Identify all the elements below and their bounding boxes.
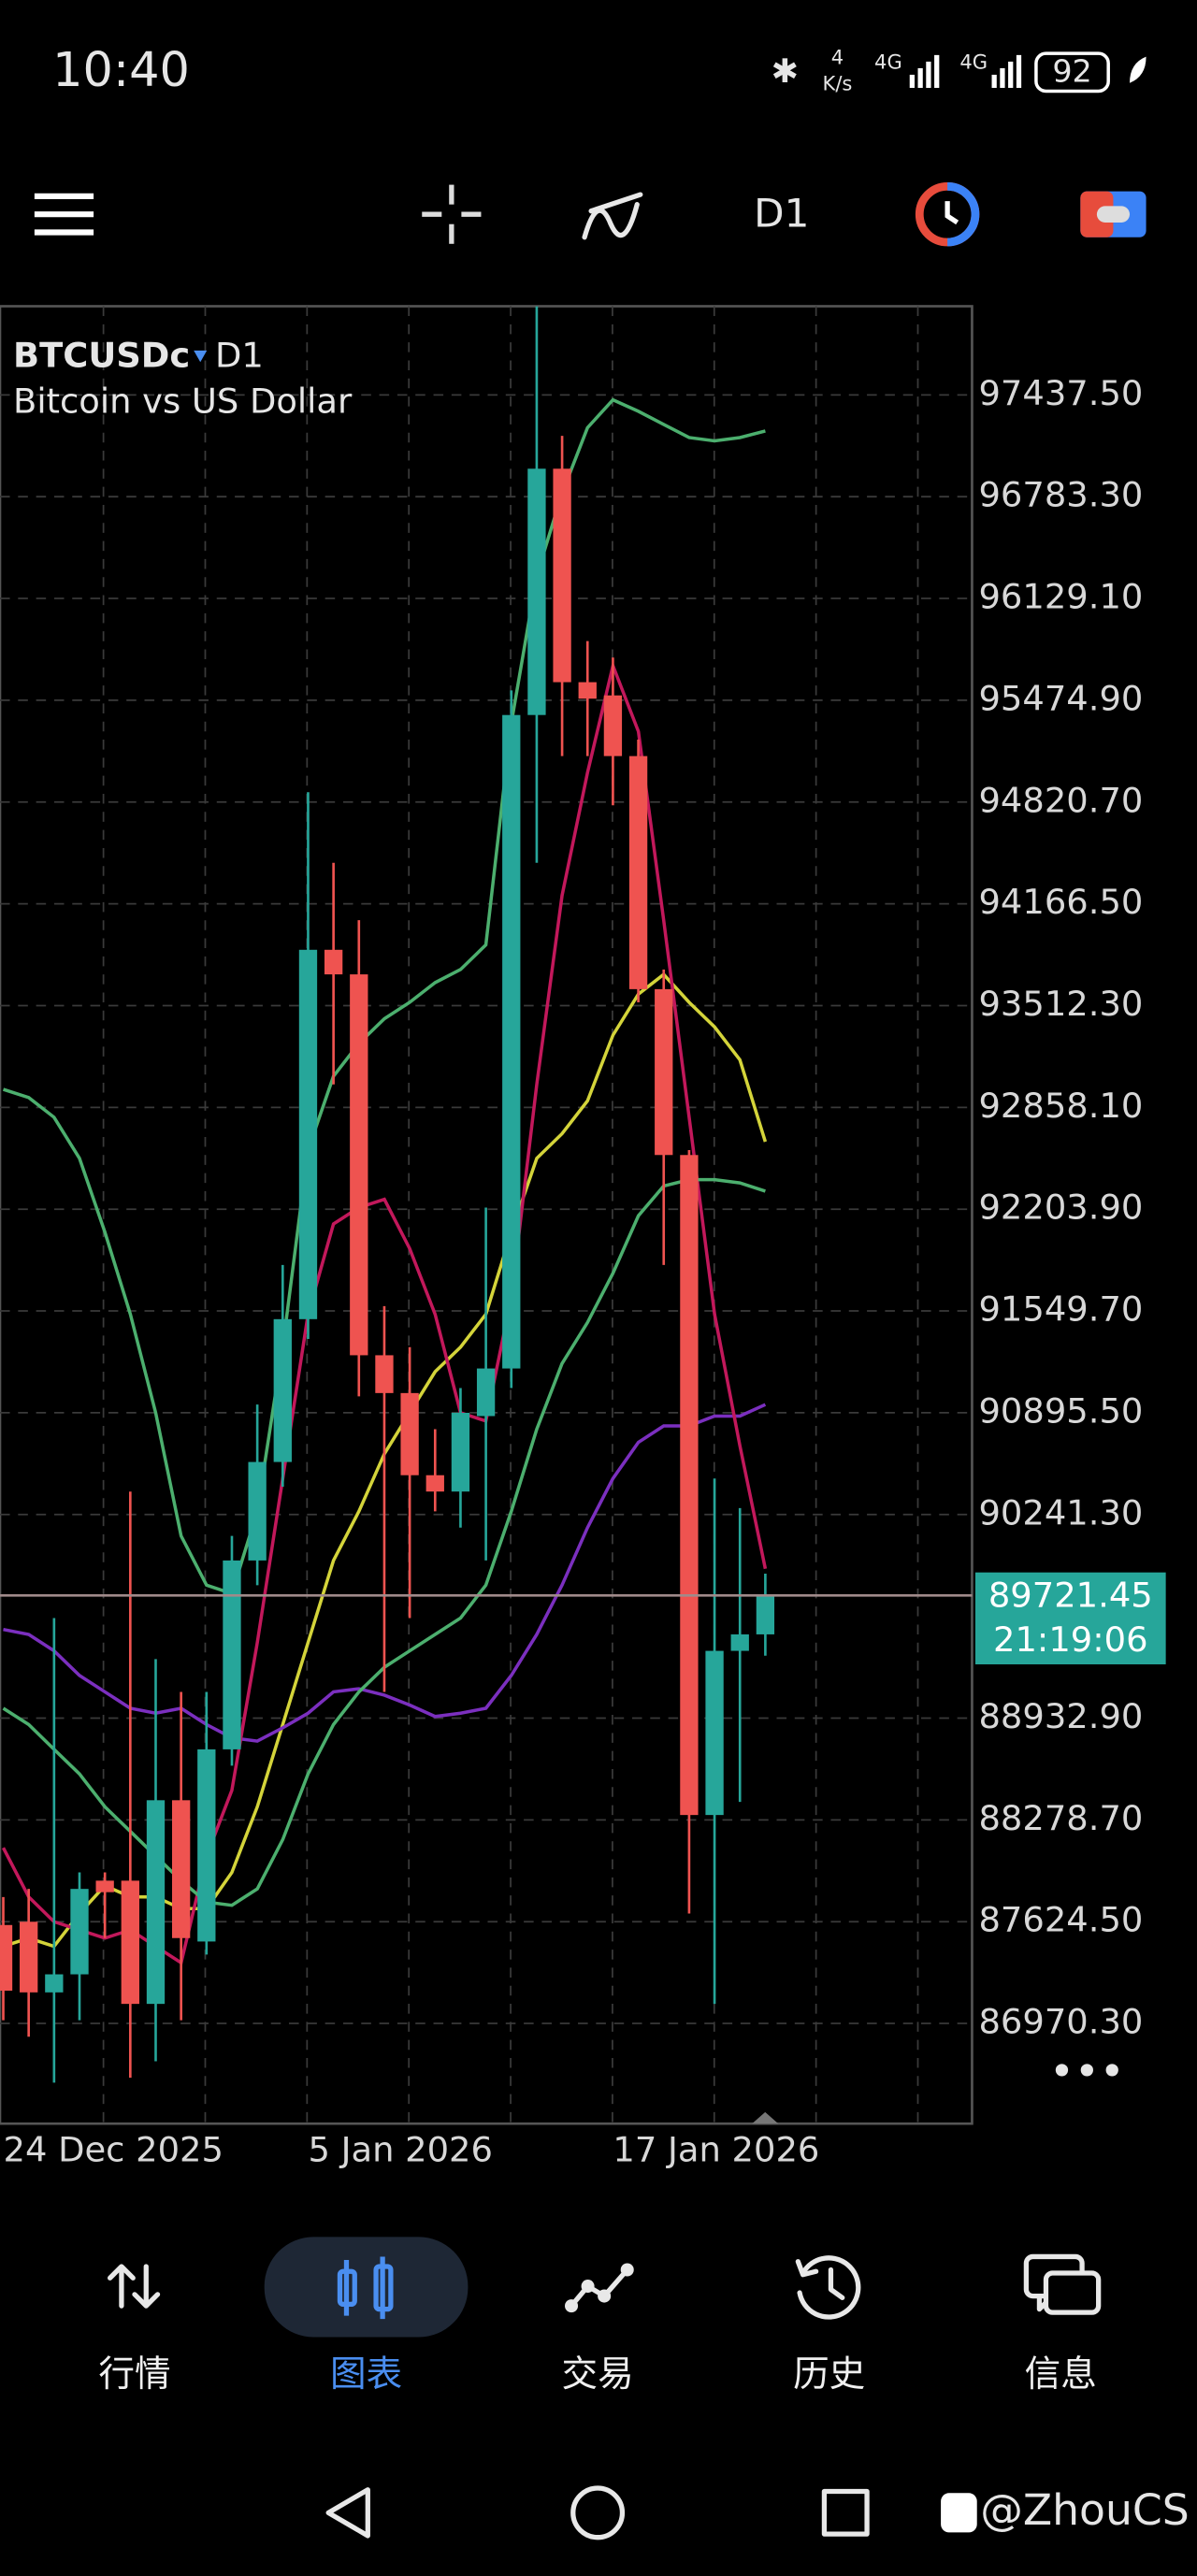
candle-body <box>730 1633 749 1651</box>
more-button[interactable]: ••• <box>1049 2047 1125 2096</box>
candle-body <box>146 1800 166 2005</box>
nav-history-icon[interactable] <box>795 2255 861 2320</box>
nav-label[interactable]: 交易 <box>562 2353 634 2396</box>
chart <box>0 305 973 2125</box>
candle-body <box>425 1475 444 1492</box>
network: 4G <box>874 50 902 74</box>
battery-icon <box>1034 51 1110 94</box>
y-tick-label: 90241.30 <box>978 1492 1143 1533</box>
watermark-logo <box>941 2493 977 2533</box>
candle-body <box>70 1889 89 1975</box>
y-tick-label: 90895.50 <box>978 1390 1143 1431</box>
candle-body <box>45 1974 64 1993</box>
y-tick-label: 86970.30 <box>978 2002 1143 2042</box>
candle-body <box>603 695 623 756</box>
indicators-button[interactable] <box>582 192 643 240</box>
recents-button[interactable] <box>821 2488 870 2537</box>
crosshair-button[interactable] <box>422 184 482 244</box>
nav-messages-icon[interactable] <box>1023 2253 1102 2315</box>
nav-quotes-icon[interactable] <box>108 2264 161 2309</box>
leaf-icon <box>1130 56 1147 83</box>
y-tick-label: 92203.90 <box>978 1187 1143 1228</box>
symbol[interactable]: BTCUSDc <box>13 335 190 375</box>
candle-body <box>553 468 571 683</box>
candle-body <box>451 1412 470 1492</box>
trade-button[interactable] <box>1080 191 1147 237</box>
status-time: 10:40 <box>52 43 190 98</box>
y-tick-label: 95474.90 <box>978 678 1143 718</box>
symbol-dropdown[interactable] <box>194 350 208 363</box>
candle-body <box>121 1880 139 2005</box>
y-tick-label: 96783.30 <box>978 475 1143 515</box>
y-tick-label: 88932.90 <box>978 1696 1143 1736</box>
nav-chart-icon[interactable] <box>337 2256 394 2320</box>
home-button[interactable] <box>570 2485 626 2540</box>
y-tick-label: 93512.30 <box>978 984 1143 1024</box>
candle-body <box>350 974 368 1356</box>
x-tick-label: 24 Dec 2025 <box>4 2130 224 2170</box>
candle-body <box>628 756 648 989</box>
y-tick-label: 96129.10 <box>978 577 1143 617</box>
x-tick-label: 5 Jan 2026 <box>308 2130 493 2170</box>
scroll-marker <box>752 2111 779 2124</box>
speed-unit: K/s <box>823 71 853 94</box>
symbol-description: Bitcoin vs US Dollar <box>13 381 353 422</box>
menu-button[interactable] <box>34 193 94 236</box>
back-button[interactable] <box>325 2487 370 2539</box>
candle-body <box>223 1560 241 1749</box>
watermark: @ZhouCS <box>980 2485 1190 2535</box>
signal-icon <box>991 54 1022 88</box>
y-tick-label: 87624.50 <box>978 1900 1143 1940</box>
y-tick-label: 88278.70 <box>978 1798 1143 1838</box>
candle-body <box>476 1368 496 1417</box>
candle-body <box>273 1318 292 1462</box>
signal-icon <box>909 54 940 88</box>
nav-label[interactable]: 历史 <box>793 2353 865 2396</box>
network: 4G <box>959 50 988 74</box>
candle-body <box>197 1749 216 1942</box>
nav-trade-icon[interactable] <box>565 2263 634 2313</box>
candle-body <box>171 1800 191 1938</box>
candle-body <box>502 714 521 1369</box>
candle-body <box>578 682 597 699</box>
timeframe-button[interactable]: D1 <box>754 190 809 236</box>
candle-body <box>298 949 318 1319</box>
indicator-line <box>2 397 766 1596</box>
nav-active-pill <box>264 2237 469 2338</box>
last-price-label: 89721.45 <box>988 1576 1153 1616</box>
countdown-label: 21:19:06 <box>993 1619 1148 1660</box>
y-tick-label: 91549.70 <box>978 1289 1143 1330</box>
candle-body <box>655 988 673 1156</box>
x-tick-label: 17 Jan 2026 <box>613 2130 819 2170</box>
candle-body <box>527 468 546 715</box>
speed: 4 <box>831 45 844 68</box>
candle-body <box>705 1650 724 1816</box>
y-tick-label: 97437.50 <box>978 373 1143 413</box>
last-price-box <box>974 1572 1166 1665</box>
nav-label[interactable]: 信息 <box>1025 2353 1097 2396</box>
y-tick-label: 92858.10 <box>978 1086 1143 1126</box>
plot-frame <box>0 305 973 2125</box>
y-tick-label: 94820.70 <box>978 780 1143 820</box>
candle-body <box>95 1880 114 1892</box>
candle-body <box>400 1392 419 1475</box>
candle-body <box>0 1924 13 1991</box>
candle-body <box>248 1461 267 1561</box>
chart-timeframe: D1 <box>215 335 264 375</box>
clock-button[interactable] <box>915 181 980 247</box>
battery-level: 92 <box>1052 53 1091 90</box>
nav-label[interactable]: 图表 <box>330 2353 402 2396</box>
bluetooth-icon: ✱ <box>772 52 799 91</box>
candle-body <box>20 1921 38 1993</box>
y-tick-label: 94166.50 <box>978 882 1143 922</box>
candle-body <box>680 1155 699 1816</box>
nav-label[interactable]: 行情 <box>98 2353 170 2396</box>
candle-body <box>324 949 343 975</box>
candle-body <box>375 1355 394 1393</box>
candle-body <box>756 1595 775 1634</box>
